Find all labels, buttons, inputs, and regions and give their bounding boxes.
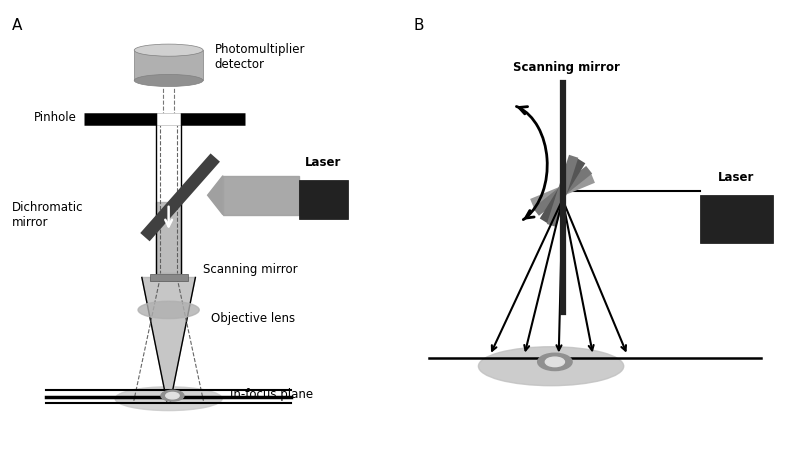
Ellipse shape xyxy=(134,74,203,87)
Ellipse shape xyxy=(538,353,572,371)
Ellipse shape xyxy=(134,44,203,56)
Text: Scanning mirror: Scanning mirror xyxy=(203,263,298,276)
Text: Laser: Laser xyxy=(306,156,342,169)
Text: B: B xyxy=(414,18,424,32)
Text: In-focus plane: In-focus plane xyxy=(230,388,313,401)
Text: Dichromatic
mirror: Dichromatic mirror xyxy=(12,201,83,229)
Polygon shape xyxy=(208,176,223,215)
Bar xyxy=(700,195,773,243)
Text: Objective lens: Objective lens xyxy=(210,312,295,325)
Ellipse shape xyxy=(161,390,184,401)
Ellipse shape xyxy=(138,301,199,318)
Text: Photomultiplier
detector: Photomultiplier detector xyxy=(214,43,305,71)
Ellipse shape xyxy=(546,357,565,367)
Text: Scanning mirror: Scanning mirror xyxy=(513,61,620,74)
Bar xyxy=(223,176,298,215)
Text: A: A xyxy=(12,18,22,32)
Text: Pinhole: Pinhole xyxy=(34,111,77,124)
Bar xyxy=(134,50,203,80)
Ellipse shape xyxy=(115,387,222,410)
Ellipse shape xyxy=(166,392,179,399)
Polygon shape xyxy=(156,202,181,273)
Ellipse shape xyxy=(478,347,624,386)
Bar xyxy=(298,180,348,219)
Polygon shape xyxy=(142,277,195,401)
Text: Laser: Laser xyxy=(718,171,754,184)
Bar xyxy=(150,274,188,281)
